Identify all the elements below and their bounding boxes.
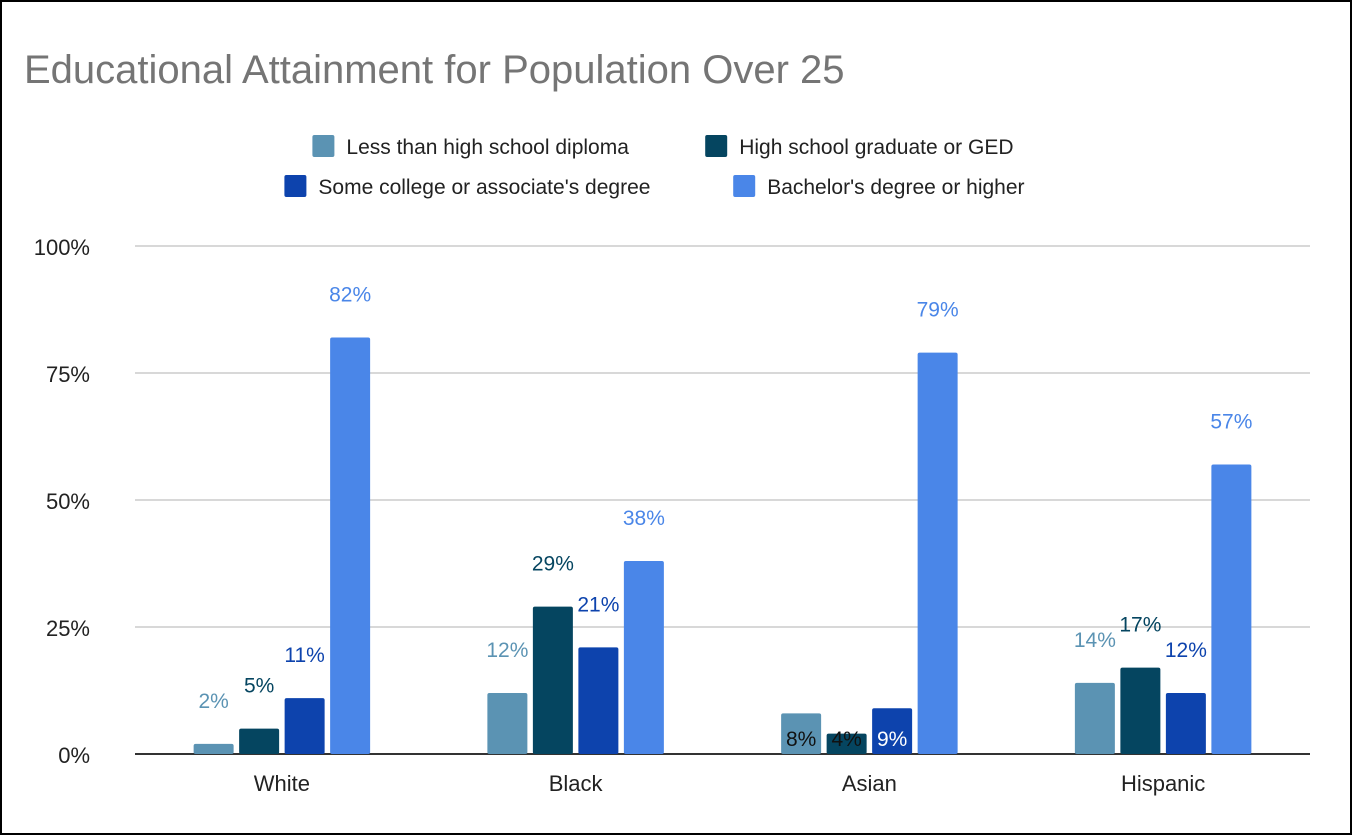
bar-black-bachelor-s-degree-or-higher — [623, 560, 664, 754]
y-tick-label: 100% — [34, 235, 90, 260]
y-tick-label: 0% — [58, 743, 90, 768]
bar-asian-some-college-or-associate-s-degree — [872, 708, 913, 754]
data-label: 8% — [786, 728, 816, 751]
data-label: 82% — [329, 283, 371, 306]
y-axis: 0% 25% 50% 75% 100% — [34, 235, 90, 768]
x-tick-label: White — [254, 771, 310, 796]
data-label: 29% — [532, 553, 574, 576]
bar-asian-high-school-graduate-or-ged — [826, 733, 867, 754]
bar-black-high-school-graduate-or-ged — [532, 606, 573, 754]
legend-label: Bachelor's degree or higher — [767, 176, 1024, 199]
data-label: 12% — [486, 639, 528, 662]
data-label: 4% — [831, 728, 861, 751]
x-tick-label: Asian — [842, 771, 897, 796]
bar-white-less-than-high-school-diploma — [193, 743, 234, 754]
bar-hispanic-less-than-high-school-diploma — [1074, 682, 1115, 754]
chart-legend: Less than high school diploma High school… — [284, 135, 1025, 199]
x-tick-label: Black — [549, 771, 604, 796]
data-label: 17% — [1119, 614, 1161, 637]
y-tick-label: 25% — [46, 616, 90, 641]
x-tick-label: Hispanic — [1121, 771, 1205, 796]
bar-black-some-college-or-associate-s-degree — [578, 647, 619, 754]
bar-black-less-than-high-school-diploma — [487, 693, 528, 754]
bar-white-high-school-graduate-or-ged — [239, 728, 280, 754]
x-axis: White Black Asian Hispanic — [254, 771, 1206, 796]
bar-asian-less-than-high-school-diploma — [781, 713, 822, 754]
data-label: 38% — [623, 507, 665, 530]
data-label: 2% — [198, 690, 228, 713]
data-label: 9% — [877, 728, 907, 751]
bar-asian-bachelor-s-degree-or-higher — [917, 352, 958, 754]
bar-hispanic-bachelor-s-degree-or-higher — [1211, 464, 1252, 754]
bar-white-bachelor-s-degree-or-higher — [330, 337, 371, 754]
data-label: 12% — [1165, 639, 1207, 662]
chart-title: Educational Attainment for Population Ov… — [24, 48, 845, 92]
legend-swatch-some-college-or-associate-s-degree — [284, 175, 307, 197]
data-label: 5% — [244, 675, 274, 698]
legend-label: High school graduate or GED — [739, 136, 1013, 159]
y-tick-label: 75% — [46, 362, 90, 387]
legend-label: Less than high school diploma — [346, 136, 629, 159]
data-label: 57% — [1210, 410, 1252, 433]
data-label: 11% — [284, 644, 324, 667]
bar-hispanic-some-college-or-associate-s-degree — [1165, 693, 1206, 754]
legend-swatch-high-school-graduate-or-ged — [705, 135, 728, 157]
data-label: 21% — [577, 593, 619, 616]
data-label: 14% — [1074, 629, 1116, 652]
legend-swatch-less-than-high-school-diploma — [312, 135, 335, 157]
chart-bars — [193, 337, 1252, 754]
legend-label: Some college or associate's degree — [318, 176, 650, 199]
legend-swatch-bachelor-s-degree-or-higher — [733, 175, 756, 197]
bar-white-some-college-or-associate-s-degree — [284, 698, 325, 754]
y-tick-label: 50% — [46, 489, 90, 514]
data-labels: 2%5%11%82%12%29%21%38%8% 4% 9%79%14%17%12%… — [198, 283, 1252, 751]
data-label: 79% — [917, 299, 959, 322]
bar-hispanic-high-school-graduate-or-ged — [1120, 667, 1161, 754]
